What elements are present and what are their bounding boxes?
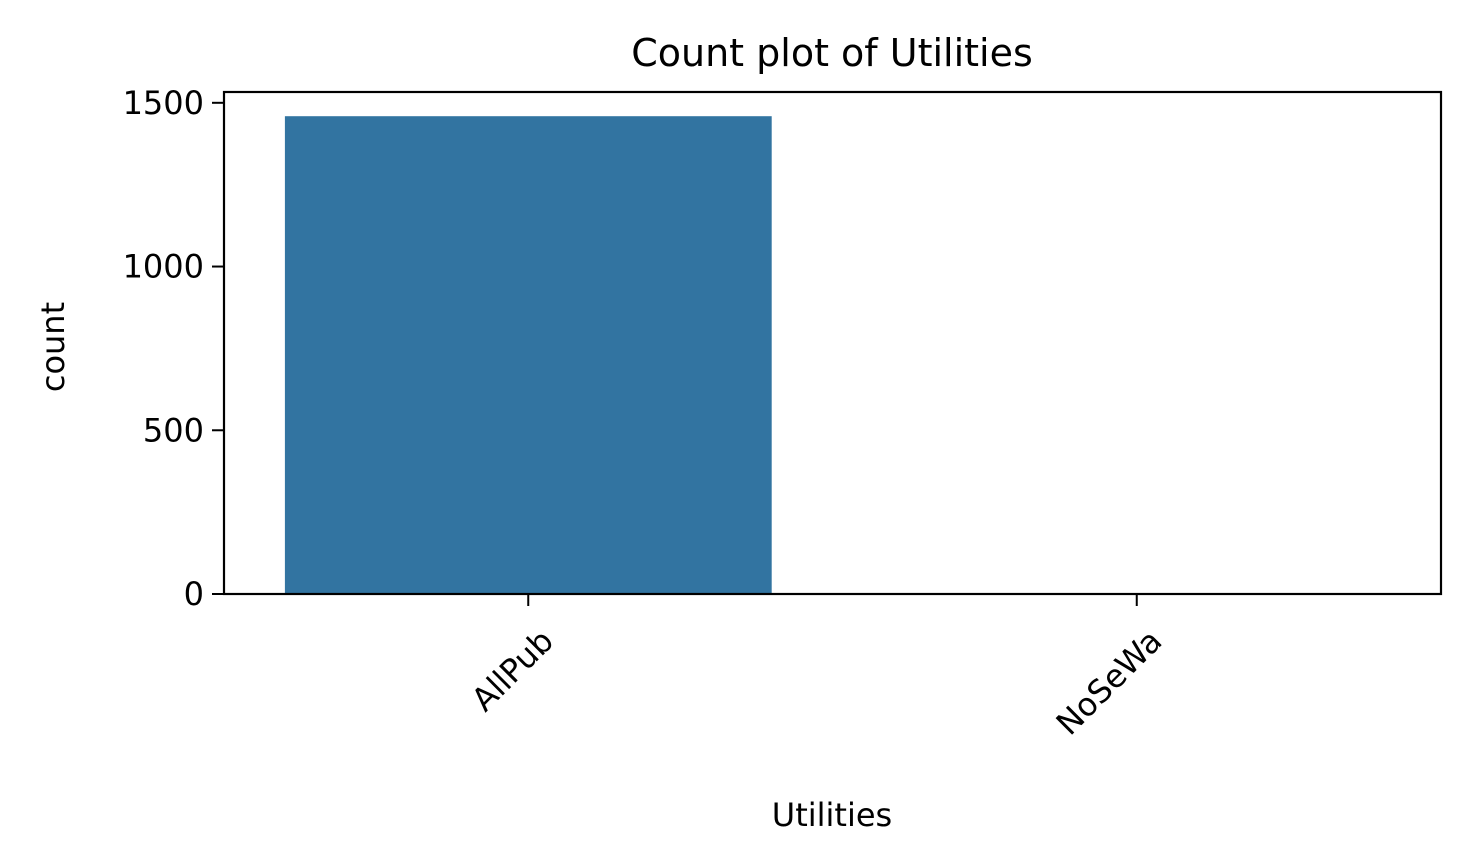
x-axis-title: Utilities xyxy=(772,796,892,834)
y-axis-title: count xyxy=(34,302,72,392)
y-tick-label: 1500 xyxy=(123,84,204,122)
chart-title: Count plot of Utilities xyxy=(631,31,1033,75)
y-tick-label: 1000 xyxy=(123,248,204,286)
plot-frame xyxy=(222,90,1443,596)
x-axis: AllPub NoSeWa xyxy=(464,594,1169,742)
x-tick-label-allpub: AllPub xyxy=(464,622,561,719)
y-axis: 0 500 1000 1500 xyxy=(123,84,224,613)
y-tick-label: 0 xyxy=(184,575,204,613)
x-tick-label-nosewa: NoSeWa xyxy=(1049,622,1170,743)
y-tick-label: 500 xyxy=(143,411,204,449)
bar-allpub xyxy=(284,116,772,594)
bars-group xyxy=(284,116,1381,594)
